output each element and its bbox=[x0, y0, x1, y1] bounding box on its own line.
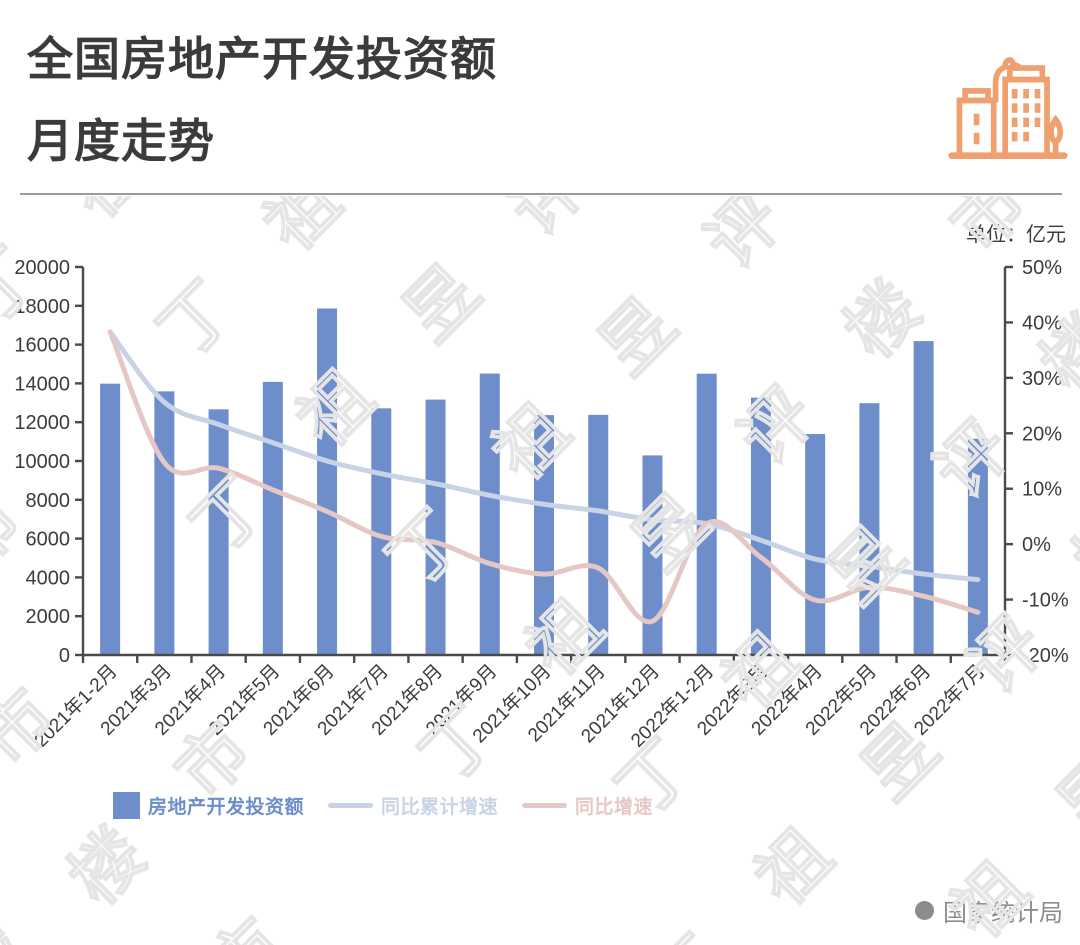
bar bbox=[100, 383, 121, 655]
unit-label: 单位：亿元 bbox=[966, 224, 1066, 246]
tree-shape bbox=[1048, 114, 1064, 156]
left-axis-label: 14000 bbox=[14, 373, 70, 395]
right-axis-label: 0% bbox=[1022, 534, 1051, 556]
left-axis-label: 2000 bbox=[26, 606, 71, 628]
cumulative-line-swatch-icon bbox=[328, 803, 374, 808]
left-building-roof bbox=[962, 88, 991, 104]
bar bbox=[317, 308, 338, 655]
buildings-icon bbox=[948, 57, 1068, 159]
x-axis-ticks bbox=[81, 655, 1007, 663]
right-axis-label: -20% bbox=[1022, 645, 1069, 667]
legend-label-monthly-growth: 同比增速 bbox=[575, 797, 654, 818]
line-同比累计增速 bbox=[107, 329, 981, 583]
page-title-line-1: 全国房地产开发投资额 bbox=[27, 33, 497, 85]
right-building-windows bbox=[1011, 89, 1041, 142]
header-divider bbox=[20, 193, 1062, 195]
source-attribution: 国家统计局 bbox=[915, 893, 1063, 928]
right-axis-label: 10% bbox=[1022, 479, 1062, 501]
bar bbox=[208, 409, 229, 655]
monthly-line-swatch-icon bbox=[522, 803, 568, 808]
bar bbox=[479, 373, 500, 655]
left-building-windows bbox=[973, 113, 980, 145]
legend-label-cumulative-growth: 同比累计增速 bbox=[381, 797, 499, 818]
legend-label-investment: 房地产开发投资额 bbox=[148, 797, 305, 818]
left-axis-ticks: 0 2000 4000 6000 8000 10000 12000 14000 16000 180… bbox=[14, 257, 83, 667]
left-building bbox=[956, 97, 997, 159]
bar bbox=[967, 438, 988, 655]
left-axis-label: 18000 bbox=[14, 296, 70, 318]
page-title-line-2: 月度走势 bbox=[27, 115, 215, 167]
left-axis-label: 16000 bbox=[14, 335, 70, 357]
right-axis-label: -10% bbox=[1022, 590, 1069, 612]
x-axis-label: 2021年1-2月 bbox=[30, 660, 122, 752]
bar bbox=[534, 415, 554, 655]
left-axis-label: 4000 bbox=[26, 567, 71, 589]
x-axis-labels: 2021年1-2月2021年3月2021年4月2021年5月2021年6月202… bbox=[30, 660, 990, 752]
bars bbox=[100, 308, 988, 655]
legend-item: 同比增速 bbox=[522, 792, 653, 819]
bar-series-swatch-icon bbox=[113, 792, 140, 819]
source-label: 国家统计局 bbox=[943, 900, 1063, 927]
left-axis-label: 12000 bbox=[14, 412, 70, 434]
legend-item: 同比累计增速 bbox=[328, 792, 498, 819]
right-axis-ticks: -20% -10% 0% 10% 20% 30% 40% 50% bbox=[1005, 257, 1069, 667]
bar bbox=[425, 399, 446, 655]
right-axis-label: 20% bbox=[1022, 423, 1062, 445]
bar bbox=[913, 341, 934, 655]
bar bbox=[588, 414, 609, 655]
left-axis-label: 6000 bbox=[26, 529, 71, 551]
chart: 0 2000 4000 6000 8000 10000 12000 14000 16000 180… bbox=[14, 257, 1069, 752]
left-axis-label: 10000 bbox=[14, 451, 70, 473]
bar bbox=[262, 381, 283, 655]
bar bbox=[642, 455, 663, 655]
left-axis-label: 8000 bbox=[26, 490, 71, 512]
right-axis-label: 30% bbox=[1022, 368, 1062, 390]
legend: 房地产开发投资额 同比累计增速 同比增速 bbox=[113, 792, 653, 819]
line-同比增速 bbox=[107, 329, 981, 625]
bar bbox=[696, 373, 717, 655]
bar bbox=[154, 391, 175, 655]
bar bbox=[805, 434, 826, 655]
left-axis-label: 20000 bbox=[14, 257, 70, 279]
bar bbox=[750, 397, 771, 655]
page-title: 全国房地产开发投资额 月度走势 bbox=[27, 18, 497, 182]
legend-item: 房地产开发投资额 bbox=[113, 792, 304, 819]
bar bbox=[859, 403, 880, 655]
bullet-icon bbox=[915, 901, 934, 920]
right-axis-label: 50% bbox=[1022, 257, 1062, 279]
bar bbox=[371, 408, 392, 655]
left-axis-label: 0 bbox=[59, 645, 70, 667]
right-axis-label: 40% bbox=[1022, 312, 1062, 334]
right-building-roof bbox=[1007, 65, 1046, 83]
